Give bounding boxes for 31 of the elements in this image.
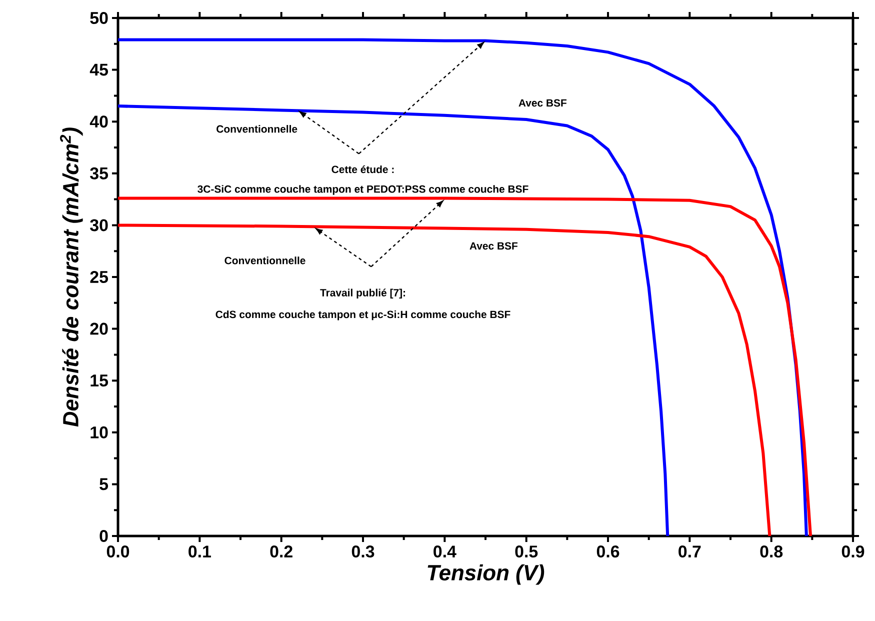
x-tick-label: 0.1 [188, 546, 211, 558]
y-tick-label: 40 [90, 116, 108, 128]
y-tick-label: 50 [90, 12, 108, 24]
y-tick-label: 20 [90, 322, 108, 335]
x-tick-label: 0.3 [352, 546, 374, 558]
x-tick-label: 0.9 [842, 546, 864, 558]
y-tick-label: 45 [90, 64, 108, 76]
annotation: 3C-SiC comme couche tampon et PEDOT:PSS comme couche BSF [198, 185, 528, 195]
y-tick-label: 35 [90, 167, 108, 180]
x-tick-label: 0.8 [760, 546, 783, 558]
annotation: Avec BSF [470, 242, 518, 250]
annotation: Cette étude : [332, 165, 394, 174]
annotation: CdS comme couche tampon et μc-Si:H comme couche BSF [216, 310, 510, 320]
x-tick-label: 0.5 [515, 546, 538, 558]
y-tick-label: 5 [100, 478, 108, 490]
y-tick-label: 10 [90, 426, 108, 438]
x-tick-label: 0.2 [270, 546, 292, 558]
y-tick-label: 0 [100, 530, 108, 542]
annotation: Avec BSF [518, 99, 566, 107]
annotation: Conventionnelle [224, 256, 306, 264]
x-tick-label: 0.0 [106, 546, 130, 558]
y-tick-label: 15 [90, 374, 108, 387]
y-tick-label: 30 [90, 219, 108, 232]
y-tick-label: 25 [90, 271, 108, 283]
x-tick-label: 0.6 [596, 546, 620, 558]
x-axis-title: Tension (V) [428, 564, 544, 585]
annotation: Conventionnelle [216, 125, 298, 133]
annotation: Travail publié [7]: [320, 288, 405, 298]
x-tick-label: 0.4 [434, 546, 456, 558]
x-tick-label: 0.7 [678, 546, 701, 558]
y-axis-title: Densité de courant (mA/cm$^{2}$) [60, 128, 83, 427]
